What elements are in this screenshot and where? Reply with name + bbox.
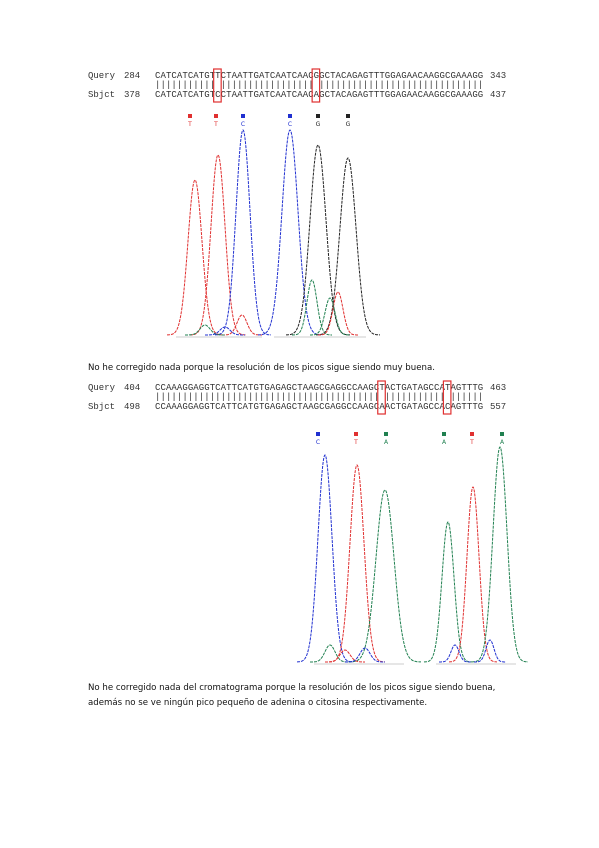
end-position: 463 [490, 383, 506, 393]
base-call: T [187, 121, 192, 128]
sequence: CCAAAGGAGGTCATTCATGTGAGAGCTAAGCGAGGCCAAG… [155, 383, 483, 393]
start-position: 404 [124, 383, 140, 393]
base-call: T [213, 121, 218, 128]
trace-peak [297, 454, 353, 663]
base-marker [316, 432, 320, 436]
trace-peak [474, 639, 506, 663]
caption: No he corregido nada del cromatograma po… [88, 682, 495, 693]
base-marker [500, 432, 504, 436]
mismatch-box [442, 380, 452, 415]
caption: No he corregido nada porque la resolució… [88, 362, 435, 373]
base-call: T [469, 439, 474, 446]
match-line: ||||||||||||||||||||||||||||||||||||||||… [155, 392, 483, 402]
row-label: Query [88, 383, 116, 393]
base-call: T [353, 439, 358, 446]
base-marker [188, 114, 192, 118]
trace-peak [325, 649, 365, 663]
mismatch-box [311, 68, 321, 103]
caption: además no se ve ningún pico pequeño de a… [88, 698, 427, 708]
trace-peak [318, 291, 358, 336]
trace-peak [329, 464, 385, 663]
base-marker [346, 114, 350, 118]
trace-peak [349, 489, 421, 663]
base-marker [442, 432, 446, 436]
base-marker [241, 114, 245, 118]
row-label: Sbjct [88, 402, 115, 412]
trace-peak [345, 647, 385, 663]
base-marker [288, 114, 292, 118]
base-call: C [316, 439, 320, 446]
start-position: 498 [124, 402, 140, 412]
base-call: A [442, 439, 447, 446]
base-marker [214, 114, 218, 118]
trace-peak [439, 644, 471, 663]
trace-peak [316, 157, 380, 336]
mismatch-box [377, 380, 386, 415]
trace-peak [205, 326, 245, 336]
trace-peak [190, 154, 246, 336]
sequence: CCAAAGGAGGTCATTCATGTGAGAGCTAAGCGAGGCCAAG… [155, 402, 483, 412]
base-call: G [346, 121, 351, 128]
base-call: A [384, 439, 389, 446]
end-position: 437 [490, 90, 506, 100]
base-marker [316, 114, 320, 118]
trace-peak [286, 144, 350, 336]
base-call: C [288, 121, 292, 128]
row-label: Sbjct [88, 90, 115, 100]
trace-peak [423, 521, 473, 663]
trace-peak [449, 486, 497, 663]
trace-peak [167, 179, 223, 336]
trace-peak [215, 129, 271, 336]
base-call: G [316, 121, 321, 128]
trace-peak [310, 297, 350, 336]
base-call: C [241, 121, 245, 128]
base-call: A [500, 439, 505, 446]
start-position: 284 [124, 71, 140, 81]
start-position: 378 [124, 90, 140, 100]
row-label: Query [88, 71, 116, 81]
base-marker [384, 432, 388, 436]
trace-peak [258, 129, 322, 336]
trace-peak [222, 314, 262, 336]
trace-peak [292, 279, 332, 336]
end-position: 343 [490, 71, 506, 81]
end-position: 557 [490, 402, 506, 412]
trace-peak [472, 446, 528, 663]
mismatch-box [213, 68, 222, 103]
base-marker [470, 432, 474, 436]
trace-peak [185, 324, 225, 336]
base-marker [354, 432, 358, 436]
trace-peak [310, 644, 350, 663]
